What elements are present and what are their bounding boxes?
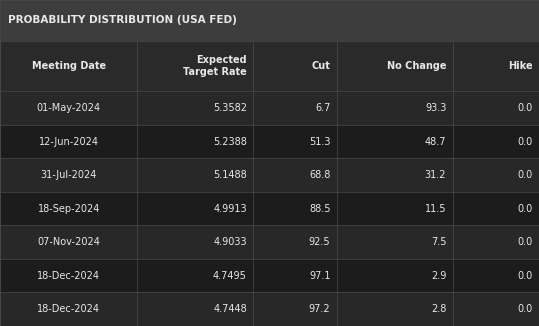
Text: 88.5: 88.5: [309, 204, 330, 214]
Text: 51.3: 51.3: [309, 137, 330, 147]
FancyBboxPatch shape: [0, 41, 539, 91]
Text: 4.7448: 4.7448: [213, 304, 247, 314]
Text: 0.0: 0.0: [517, 137, 533, 147]
Text: Hike: Hike: [508, 61, 533, 71]
Text: 4.9033: 4.9033: [213, 237, 247, 247]
Text: 97.1: 97.1: [309, 271, 330, 281]
FancyBboxPatch shape: [0, 125, 539, 158]
Text: 0.0: 0.0: [517, 237, 533, 247]
Text: 5.3582: 5.3582: [213, 103, 247, 113]
Text: 0.0: 0.0: [517, 170, 533, 180]
Text: 7.5: 7.5: [431, 237, 446, 247]
Text: 2.8: 2.8: [431, 304, 446, 314]
Text: 0.0: 0.0: [517, 204, 533, 214]
FancyBboxPatch shape: [0, 192, 539, 225]
Text: 92.5: 92.5: [309, 237, 330, 247]
Text: PROBABILITY DISTRIBUTION (USA FED): PROBABILITY DISTRIBUTION (USA FED): [8, 15, 237, 25]
Text: 0.0: 0.0: [517, 103, 533, 113]
Text: 11.5: 11.5: [425, 204, 446, 214]
Text: 97.2: 97.2: [309, 304, 330, 314]
Text: 07-Nov-2024: 07-Nov-2024: [37, 237, 100, 247]
Text: 31.2: 31.2: [425, 170, 446, 180]
Text: 4.9913: 4.9913: [213, 204, 247, 214]
Text: 18-Sep-2024: 18-Sep-2024: [38, 204, 100, 214]
Text: 0.0: 0.0: [517, 304, 533, 314]
Text: 31-Jul-2024: 31-Jul-2024: [40, 170, 97, 180]
FancyBboxPatch shape: [0, 0, 539, 41]
Text: 48.7: 48.7: [425, 137, 446, 147]
Text: 01-May-2024: 01-May-2024: [37, 103, 101, 113]
Text: 2.9: 2.9: [431, 271, 446, 281]
Text: No Change: No Change: [387, 61, 446, 71]
Text: 12-Jun-2024: 12-Jun-2024: [39, 137, 99, 147]
Text: 0.0: 0.0: [517, 271, 533, 281]
Text: 18-Dec-2024: 18-Dec-2024: [37, 304, 100, 314]
FancyBboxPatch shape: [0, 225, 539, 259]
FancyBboxPatch shape: [0, 292, 539, 326]
FancyBboxPatch shape: [0, 259, 539, 292]
FancyBboxPatch shape: [0, 91, 539, 125]
Text: 5.1488: 5.1488: [213, 170, 247, 180]
Text: 18-Dec-2024: 18-Dec-2024: [37, 271, 100, 281]
Text: 5.2388: 5.2388: [213, 137, 247, 147]
Text: Meeting Date: Meeting Date: [32, 61, 106, 71]
Text: 6.7: 6.7: [315, 103, 330, 113]
Text: 68.8: 68.8: [309, 170, 330, 180]
FancyBboxPatch shape: [0, 158, 539, 192]
Text: 4.7495: 4.7495: [213, 271, 247, 281]
Text: 93.3: 93.3: [425, 103, 446, 113]
Text: Expected
Target Rate: Expected Target Rate: [183, 55, 247, 77]
Text: Cut: Cut: [312, 61, 330, 71]
